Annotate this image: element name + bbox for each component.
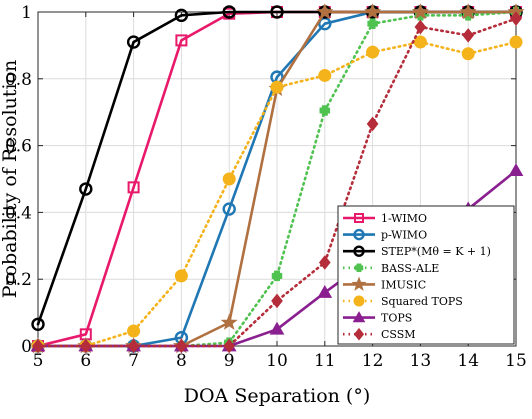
legend-marker	[351, 276, 367, 291]
data-point	[366, 45, 380, 59]
legend-entry: CSSM	[343, 327, 416, 341]
data-point	[316, 3, 334, 20]
y-tick-label: 0	[21, 337, 32, 357]
x-tick-label: 6	[80, 351, 91, 371]
data-point	[364, 3, 382, 20]
data-point	[223, 338, 236, 354]
data-point	[411, 3, 429, 20]
data-point	[220, 313, 238, 330]
data-point	[271, 293, 283, 309]
legend-label: STEP*(Mθ = K + 1)	[381, 245, 491, 258]
data-point	[271, 270, 283, 282]
legend-entry: p-WIMO	[343, 229, 427, 242]
data-point	[414, 19, 427, 35]
data-point	[127, 324, 141, 338]
data-point	[462, 28, 475, 43]
x-axis-label: DOA Separation (°)	[184, 385, 370, 407]
data-point	[461, 47, 475, 61]
data-point	[222, 5, 236, 19]
legend-label: p-WIMO	[381, 229, 427, 242]
data-point	[510, 11, 522, 26]
legend-marker	[353, 295, 365, 307]
x-tick-label: 15	[505, 351, 527, 371]
series-line	[36, 40, 518, 348]
legend-label: IMUSIC	[381, 278, 426, 291]
data-point	[32, 338, 44, 354]
data-point	[79, 338, 92, 354]
data-point	[127, 181, 140, 194]
x-tick-label: 7	[128, 351, 139, 371]
x-tick-label: 14	[457, 351, 479, 371]
x-tick-label: 5	[33, 351, 44, 371]
legend-entry: IMUSIC	[343, 276, 426, 291]
data-point	[270, 5, 284, 19]
legend-entry: STEP*(Mθ = K + 1)	[343, 245, 491, 258]
legend-marker	[353, 228, 365, 241]
y-tick-label: 0.8	[5, 70, 32, 90]
x-tick-label: 11	[314, 351, 336, 371]
x-tick-label: 13	[410, 351, 432, 371]
series-line	[36, 17, 518, 348]
data-point	[317, 285, 333, 298]
legend-marker	[353, 245, 365, 257]
legend-label: Squared TOPS	[381, 295, 463, 308]
legend-marker	[354, 263, 364, 273]
series-5	[31, 35, 523, 353]
data-point	[366, 116, 379, 132]
data-point	[509, 35, 523, 49]
x-tick-label: 8	[176, 351, 187, 371]
data-point	[318, 255, 331, 270]
legend-marker	[353, 327, 365, 341]
data-point	[319, 105, 331, 116]
legend-entry: BASS-ALE	[343, 262, 439, 275]
data-point	[174, 269, 188, 283]
data-point	[318, 68, 332, 82]
y-tick-label: 1	[21, 3, 32, 23]
legend-marker	[354, 213, 364, 223]
data-point	[367, 18, 378, 29]
data-point	[508, 163, 524, 177]
data-point	[79, 182, 93, 196]
y-tick-label: 0.2	[5, 270, 32, 290]
legend-entry: TOPS	[343, 311, 412, 325]
data-point	[175, 34, 188, 47]
x-tick-label: 9	[224, 351, 235, 371]
legend-box	[337, 205, 515, 345]
x-tick-label: 12	[362, 351, 384, 371]
data-point	[175, 338, 188, 354]
legend-entry: 1-WIMO	[343, 212, 427, 225]
data-point	[127, 338, 140, 354]
y-axis-label: Probability of Resolution	[0, 60, 21, 299]
legend-marker	[352, 311, 366, 323]
legend-label: TOPS	[381, 312, 412, 325]
legend-label: 1-WIMO	[381, 212, 427, 225]
data-point	[222, 172, 236, 186]
data-point	[270, 80, 284, 94]
legend-label: CSSM	[381, 328, 416, 341]
data-point	[459, 3, 477, 20]
series-7	[32, 11, 522, 354]
x-tick-label: 10	[266, 351, 288, 371]
legend-entry: Squared TOPS	[343, 295, 463, 308]
data-point	[174, 8, 189, 23]
data-point	[222, 202, 236, 216]
data-point	[269, 321, 285, 335]
data-point	[126, 35, 141, 49]
y-tick-label: 0.6	[5, 137, 32, 157]
data-point	[31, 317, 45, 331]
legend-label: BASS-ALE	[381, 262, 439, 275]
y-tick-label: 0.4	[5, 203, 32, 223]
